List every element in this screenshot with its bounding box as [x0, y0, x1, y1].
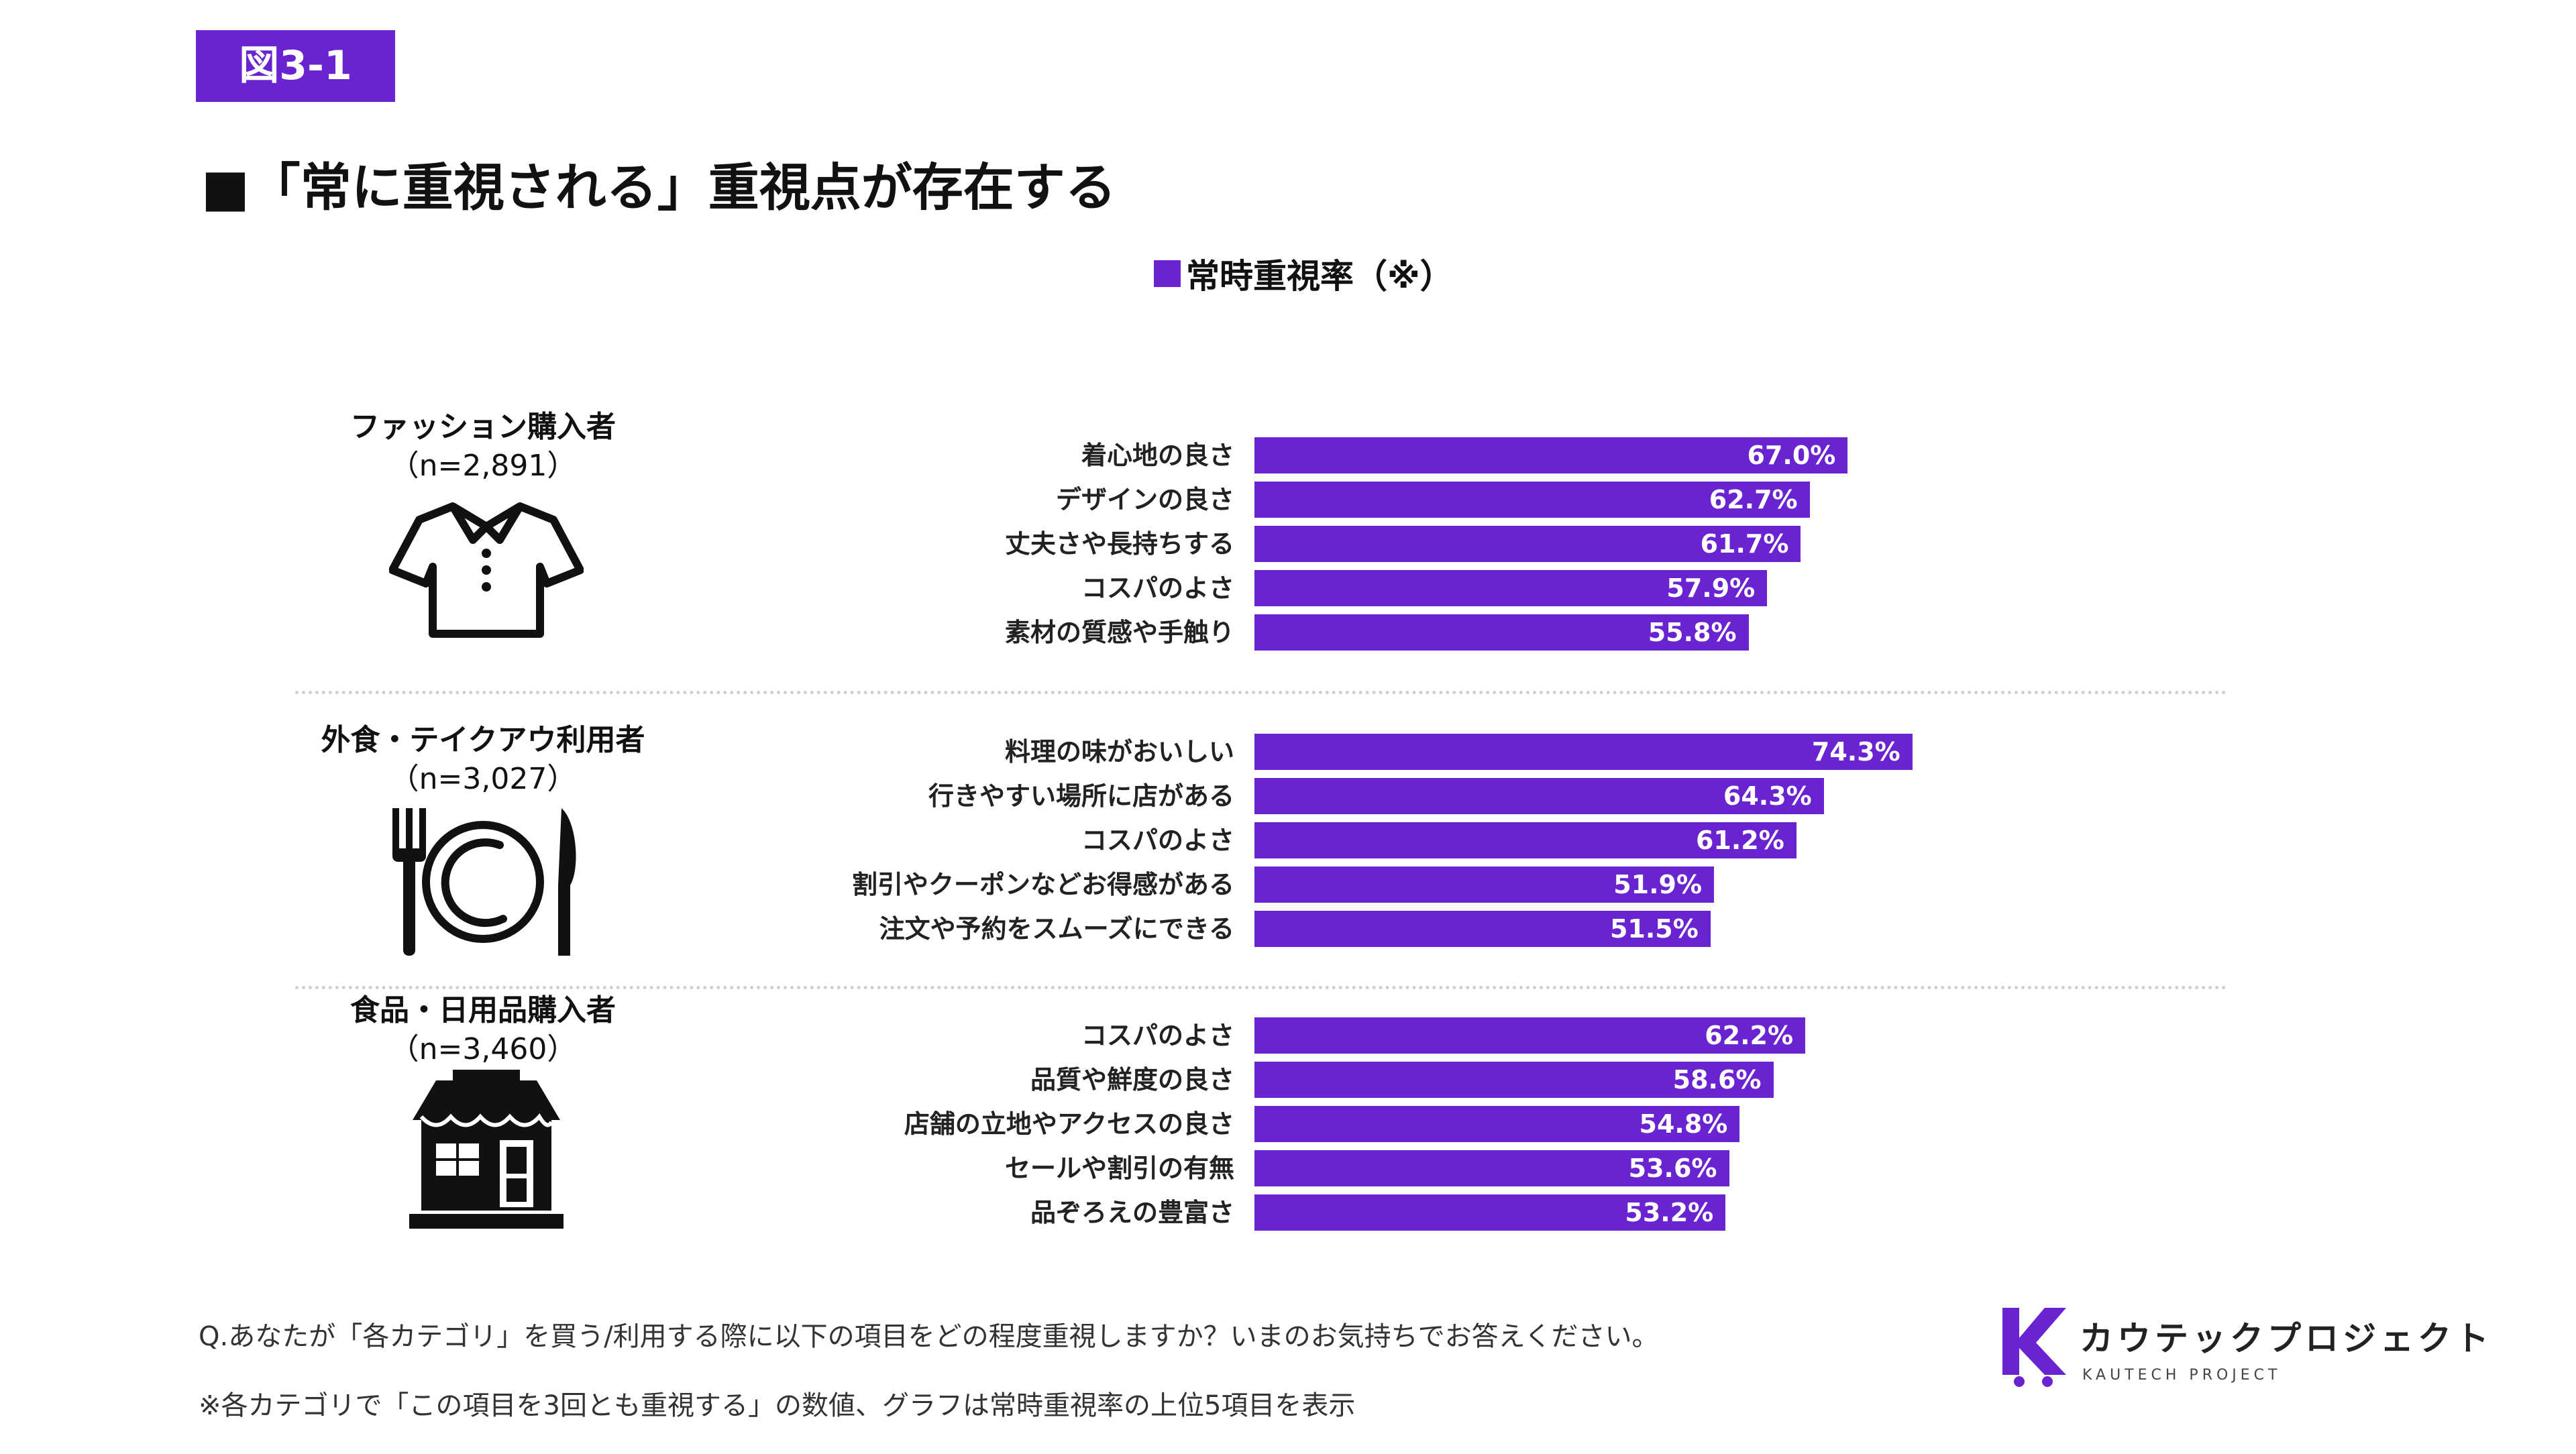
group-sample-size: （n=3,027） — [389, 762, 577, 796]
bar — [1254, 1150, 1729, 1186]
bar-value-label: 51.9% — [1613, 870, 1703, 899]
bar-category-label: コスパのよさ — [1081, 573, 1234, 603]
bar-value-label: 58.6% — [1672, 1065, 1762, 1095]
bar-category-label: 料理の味がおいしい — [1004, 737, 1234, 767]
bar-category-label: 行きやすい場所に店がある — [928, 781, 1234, 811]
group-sample-size: （n=2,891） — [389, 449, 577, 483]
bar — [1254, 437, 1848, 473]
group-label-groceries: 食品・日用品購入者 （n=3,460） — [248, 991, 718, 1069]
bar-category-label: セールや割引の有無 — [1004, 1154, 1234, 1183]
bar — [1254, 482, 1810, 518]
group-label-dining: 外食・テイクアウ利用者 （n=3,027） — [248, 721, 718, 799]
bar-value-label: 74.3% — [1811, 737, 1900, 767]
bar-category-label: 着心地の良さ — [1081, 441, 1234, 470]
bar — [1254, 778, 1824, 814]
bar — [1254, 822, 1796, 858]
brand-name: カウテックプロジェクト — [2080, 1319, 2493, 1358]
bar-value-label: 51.5% — [1609, 914, 1699, 944]
bar — [1254, 614, 1749, 651]
brand-subtitle: KAUTECH PROJECT — [2082, 1367, 2282, 1384]
chart-title: ■「常に重視される」重視点が存在する — [201, 158, 1116, 217]
legend-label: 常時重視率（※） — [1186, 257, 1454, 296]
bar — [1254, 734, 1913, 770]
bar-category-label: 店舗の立地やアクセスの良さ — [904, 1109, 1234, 1139]
bar-value-label: 67.0% — [1747, 441, 1836, 470]
group-name: 外食・テイクアウ利用者 — [321, 723, 645, 757]
bar-value-label: 64.3% — [1723, 781, 1812, 811]
bar-value-label: 62.2% — [1705, 1021, 1794, 1050]
figure-label: 図3-1 — [196, 30, 395, 102]
bar-category-label: 丈夫さや長持ちする — [1004, 529, 1234, 559]
bar — [1254, 1106, 1740, 1142]
storefront-icon — [409, 1070, 564, 1231]
bar — [1254, 1194, 1726, 1231]
group-name: ファッション購入者 — [350, 410, 616, 444]
bar-value-label: 62.7% — [1709, 485, 1798, 514]
bar-category-label: 品ぞろえの豊富さ — [1030, 1198, 1234, 1227]
bar-value-label: 53.2% — [1625, 1198, 1714, 1227]
k-cart-logo-icon — [2002, 1308, 2066, 1387]
polo-shirt-icon — [388, 500, 584, 640]
bar-category-label: デザインの良さ — [1055, 485, 1234, 514]
survey-question: Q.あなたが「各カテゴリ」を買う/利用する際に以下の項目をどの程度重視しますか？… — [199, 1321, 1659, 1352]
bar — [1254, 911, 1711, 947]
bar-category-label: コスパのよさ — [1081, 1021, 1234, 1050]
legend: 常時重視率（※） — [1154, 249, 1454, 298]
bar-value-label: 55.8% — [1648, 618, 1737, 647]
bar-value-label: 61.7% — [1700, 529, 1789, 559]
bar-category-label: 割引やクーポンなどお得感がある — [851, 870, 1234, 899]
bar-category-label: 注文や予約をスムーズにできる — [879, 914, 1234, 944]
plate-fork-knife-icon — [386, 808, 587, 956]
group-sample-size: （n=3,460） — [389, 1032, 577, 1066]
group-separator — [295, 691, 2227, 694]
legend-swatch — [1154, 260, 1181, 287]
group-label-fashion: ファッション購入者 （n=2,891） — [248, 408, 718, 486]
bar-category-label: 品質や鮮度の良さ — [1030, 1065, 1234, 1095]
bar — [1254, 1062, 1774, 1098]
bar — [1254, 1017, 1806, 1054]
bar — [1254, 526, 1801, 562]
brand-logo: カウテックプロジェクト KAUTECH PROJECT — [1999, 1308, 2489, 1395]
bar-value-label: 61.2% — [1695, 826, 1784, 855]
bar-value-label: 57.9% — [1666, 573, 1756, 603]
bar-category-label: 素材の質感や手触り — [1004, 618, 1234, 647]
bar-category-label: コスパのよさ — [1081, 826, 1234, 855]
bar — [1254, 866, 1715, 903]
group-name: 食品・日用品購入者 — [350, 993, 616, 1027]
bar-value-label: 54.8% — [1639, 1109, 1728, 1139]
chart-footnote: ※各カテゴリで「この項目を3回とも重視する」の数値、グラフは常時重視率の上位5項… — [199, 1390, 1356, 1421]
bar — [1254, 570, 1768, 606]
group-separator — [295, 986, 2227, 989]
bar-value-label: 53.6% — [1628, 1154, 1717, 1183]
